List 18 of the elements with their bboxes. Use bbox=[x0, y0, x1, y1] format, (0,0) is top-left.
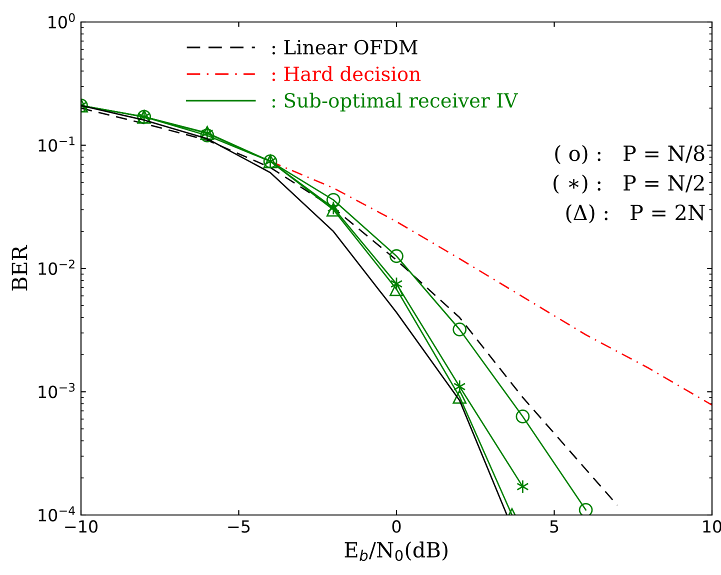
annotation: (Δ) : P = 2N bbox=[566, 204, 705, 224]
annotation: ( ∗) : P = N/2 bbox=[554, 174, 704, 194]
y-tick-label: 10$^{−3}$ bbox=[38, 382, 75, 398]
annotation: ( o) : P = N/8 bbox=[555, 145, 704, 164]
y-tick-label: 10$^{−4}$ bbox=[38, 506, 75, 522]
y-tick-label: 10$^{−2}$ bbox=[38, 260, 74, 275]
legend-label: : Linear OFDM bbox=[272, 40, 418, 55]
legend-label: : Hard decision bbox=[272, 66, 421, 82]
x-tick-label: 5 bbox=[550, 520, 558, 533]
legend-label: : Sub-optimal receiver IV bbox=[272, 92, 518, 112]
x-axis-title: E$_{b}$/N$_{0}$(dB) bbox=[344, 542, 448, 561]
y-tick-label: 10$^{−1}$ bbox=[38, 136, 74, 152]
x-tick-label: −10 bbox=[65, 520, 98, 533]
y-axis-title: BER bbox=[12, 244, 28, 290]
y-tick-label: 10$^{0}$ bbox=[48, 13, 75, 28]
x-tick-label: −5 bbox=[228, 520, 250, 533]
x-tick-label: 0 bbox=[392, 520, 401, 533]
x-tick-label: 10 bbox=[703, 520, 721, 533]
